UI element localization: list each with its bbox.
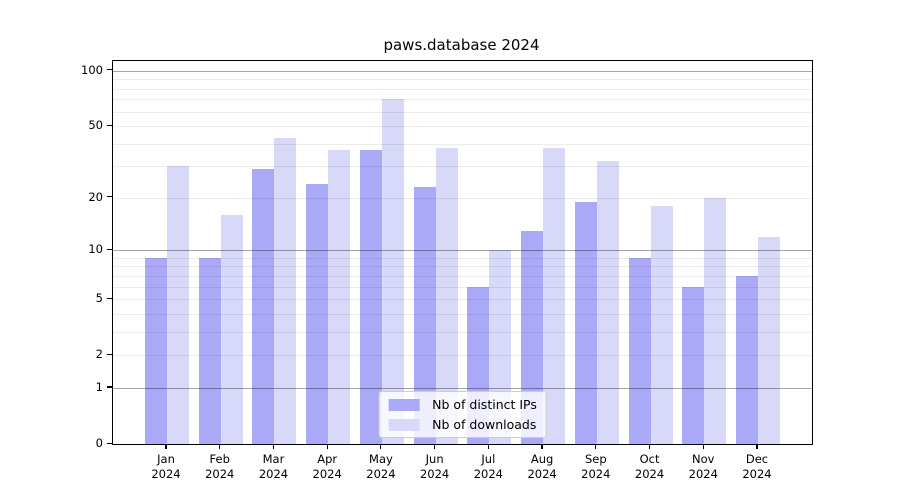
legend-row: Nb of distinct IPs bbox=[388, 397, 537, 412]
x-tick-label-jul: Jul 2024 bbox=[473, 452, 503, 481]
bar-distinct-ips-jan bbox=[145, 257, 167, 444]
x-tick-mark bbox=[219, 444, 221, 449]
bar-distinct-ips-jun bbox=[413, 187, 436, 444]
gridline-major bbox=[113, 70, 812, 72]
x-tick-mark bbox=[272, 444, 275, 449]
x-tick-mark bbox=[756, 444, 758, 449]
x-tick-label-apr: Apr 2024 bbox=[312, 452, 342, 481]
legend: Nb of distinct IPs Nb of downloads bbox=[378, 391, 547, 438]
y-tick-mark bbox=[107, 196, 112, 198]
bar-downloads-sep bbox=[596, 161, 619, 444]
gridline-minor bbox=[113, 111, 812, 113]
bar-distinct-ips-sep bbox=[574, 201, 597, 444]
bar-distinct-ips-feb bbox=[198, 257, 221, 444]
gridline-minor bbox=[113, 143, 812, 145]
bar-distinct-ips-may bbox=[359, 149, 382, 444]
y-tick-label: 5 bbox=[95, 291, 103, 306]
gridline-minor bbox=[113, 197, 812, 199]
gridline-minor bbox=[113, 99, 812, 101]
legend-label-distinct-ips: Nb of distinct IPs bbox=[432, 397, 537, 412]
y-tick-label: 10 bbox=[88, 242, 103, 257]
bar-downloads-jun bbox=[435, 147, 458, 444]
x-tick-label-jun: Jun 2024 bbox=[419, 452, 450, 481]
gridline-minor bbox=[113, 126, 812, 128]
chart-title: paws.database 2024 bbox=[383, 36, 540, 54]
x-tick-mark bbox=[326, 444, 328, 449]
y-tick-mark bbox=[107, 442, 112, 444]
y-tick-mark bbox=[107, 353, 112, 355]
x-tick-label-sep: Sep 2024 bbox=[581, 452, 611, 481]
y-tick-label: 2 bbox=[95, 347, 103, 362]
legend-swatch-downloads bbox=[388, 418, 420, 431]
gridline-major bbox=[113, 387, 812, 389]
bar-downloads-dec bbox=[758, 236, 780, 444]
y-tick-mark bbox=[107, 297, 112, 299]
bar-distinct-ips-dec bbox=[736, 275, 758, 444]
x-tick-label-may: May 2024 bbox=[366, 452, 396, 481]
y-tick-label: 20 bbox=[88, 189, 103, 204]
x-tick-label-dec: Dec 2024 bbox=[742, 452, 772, 481]
bar-distinct-ips-aug bbox=[521, 230, 544, 444]
x-tick-label-jan: Jan 2024 bbox=[151, 452, 181, 481]
bar-downloads-mar bbox=[274, 138, 297, 444]
bar-downloads-oct bbox=[650, 205, 673, 444]
x-tick-mark bbox=[380, 444, 382, 449]
x-tick-mark bbox=[648, 444, 651, 449]
bar-downloads-apr bbox=[328, 149, 351, 444]
gridline-minor bbox=[113, 266, 812, 268]
x-tick-mark bbox=[541, 444, 543, 449]
gridline-minor bbox=[113, 286, 812, 288]
legend-label-downloads: Nb of downloads bbox=[432, 417, 537, 432]
x-tick-label-mar: Mar 2024 bbox=[258, 452, 289, 481]
legend-swatch-distinct-ips bbox=[388, 398, 420, 411]
bar-downloads-may bbox=[381, 99, 404, 444]
x-tick-mark bbox=[595, 444, 597, 449]
x-tick-mark bbox=[434, 444, 436, 449]
gridline-minor bbox=[113, 299, 812, 301]
y-tick-label: 50 bbox=[88, 118, 103, 133]
bar-distinct-ips-mar bbox=[252, 168, 275, 444]
gridline-minor bbox=[113, 275, 812, 277]
bar-distinct-ips-nov bbox=[682, 286, 705, 444]
gridline-major bbox=[113, 250, 812, 252]
x-tick-label-nov: Nov 2024 bbox=[688, 452, 718, 481]
gridline-minor bbox=[113, 166, 812, 168]
y-tick-label: 1 bbox=[95, 379, 103, 394]
y-tick-mark bbox=[107, 248, 112, 250]
bar-downloads-nov bbox=[704, 197, 727, 444]
bar-downloads-aug bbox=[543, 147, 566, 444]
bar-distinct-ips-oct bbox=[628, 257, 651, 444]
gridline-minor bbox=[113, 88, 812, 90]
bar-distinct-ips-apr bbox=[306, 183, 329, 444]
gridline-minor bbox=[113, 331, 812, 333]
x-tick-label-aug: Aug 2024 bbox=[527, 452, 557, 481]
x-tick-mark bbox=[487, 444, 489, 449]
y-tick-mark bbox=[107, 386, 112, 388]
y-tick-label: 100 bbox=[81, 62, 103, 77]
x-tick-label-feb: Feb 2024 bbox=[205, 452, 235, 481]
gridline-minor bbox=[113, 79, 812, 81]
gridline-minor bbox=[113, 355, 812, 357]
y-tick-mark bbox=[107, 124, 112, 126]
bar-downloads-jan bbox=[167, 166, 189, 444]
plot-area: Nb of distinct IPs Nb of downloads bbox=[112, 60, 813, 445]
y-tick-label: 0 bbox=[95, 436, 103, 450]
x-tick-mark bbox=[702, 444, 704, 449]
legend-row: Nb of downloads bbox=[388, 417, 537, 432]
x-tick-mark bbox=[165, 444, 167, 449]
gridline-minor bbox=[113, 313, 812, 315]
gridline-minor bbox=[113, 257, 812, 259]
y-tick-mark bbox=[107, 69, 112, 71]
x-tick-label-oct: Oct 2024 bbox=[634, 452, 665, 481]
bar-downloads-feb bbox=[220, 214, 243, 444]
